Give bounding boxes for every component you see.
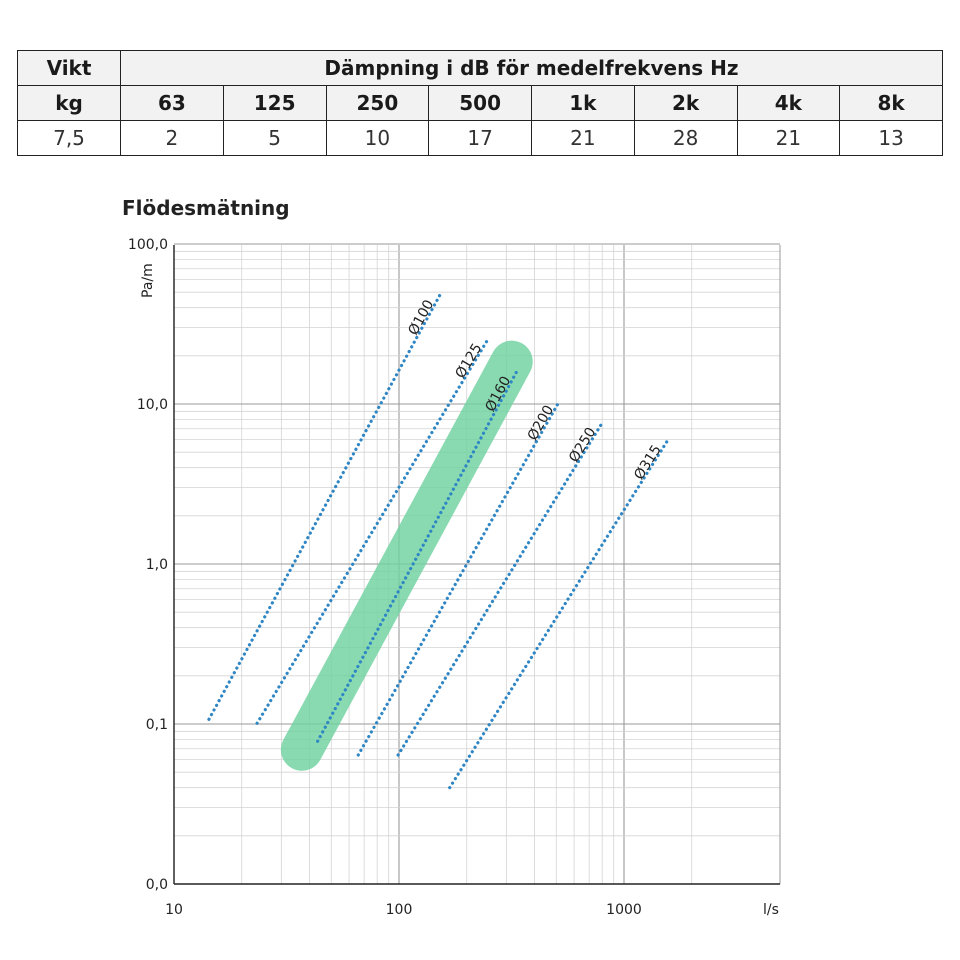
value-cell: 2: [120, 120, 224, 156]
header-cell: 500: [428, 85, 532, 121]
value-cell: 13: [839, 120, 943, 156]
header-cell: 4k: [736, 85, 841, 121]
series-line: [396, 421, 604, 757]
series-line: [448, 439, 670, 790]
series-line: [356, 399, 562, 757]
y-tick-label: 0,0: [146, 877, 168, 893]
x-tick-label: 1000: [606, 902, 642, 918]
damping-table: Vikt Dämpning i dB för medelfrekvens Hz …: [17, 50, 943, 156]
table-header-row-1: Vikt Dämpning i dB för medelfrekvens Hz: [17, 50, 943, 86]
y-tick-label: 1,0: [146, 557, 168, 573]
value-cell: 10: [325, 120, 430, 156]
series-label: Ø200: [525, 403, 558, 444]
header-cell: 2k: [633, 85, 738, 121]
highlight-band-o160: [280, 340, 533, 771]
series-label: Ø100: [405, 297, 437, 338]
value-cell: 28: [633, 120, 738, 156]
header-cell: 250: [325, 85, 430, 121]
table-header-row-2: kg 63 125 250 500 1k 2k 4k 8k: [17, 85, 943, 121]
header-damping: Dämpning i dB för medelfrekvens Hz: [120, 50, 943, 86]
y-axis-label: Pa/m: [140, 263, 156, 298]
header-vikt: Vikt: [17, 50, 121, 86]
value-cell: 5: [222, 120, 327, 156]
value-cell: 21: [531, 120, 635, 156]
header-cell: 63: [120, 85, 224, 121]
value-cell: 17: [428, 120, 532, 156]
series-line: [316, 369, 519, 743]
series-label: Ø250: [566, 425, 599, 466]
series-line: [255, 337, 490, 725]
chart-title: Flödesmätning: [122, 196, 290, 220]
y-tick-label: 0,1: [146, 717, 168, 733]
series-line: [207, 293, 442, 721]
y-tick-label: 10,0: [137, 397, 168, 413]
x-axis-label: l/s: [763, 902, 779, 918]
x-tick-label: 10: [165, 902, 183, 918]
value-cell: 21: [736, 120, 841, 156]
header-cell: 8k: [839, 85, 943, 121]
series-label: Ø315: [631, 442, 665, 482]
header-cell: 1k: [531, 85, 635, 121]
table-values-row: 7,5 2 5 10 17 21 28 21 13: [17, 120, 943, 156]
x-tick-label: 100: [386, 902, 413, 918]
y-tick-label: 100,0: [128, 237, 168, 253]
value-cell: 7,5: [17, 120, 121, 156]
